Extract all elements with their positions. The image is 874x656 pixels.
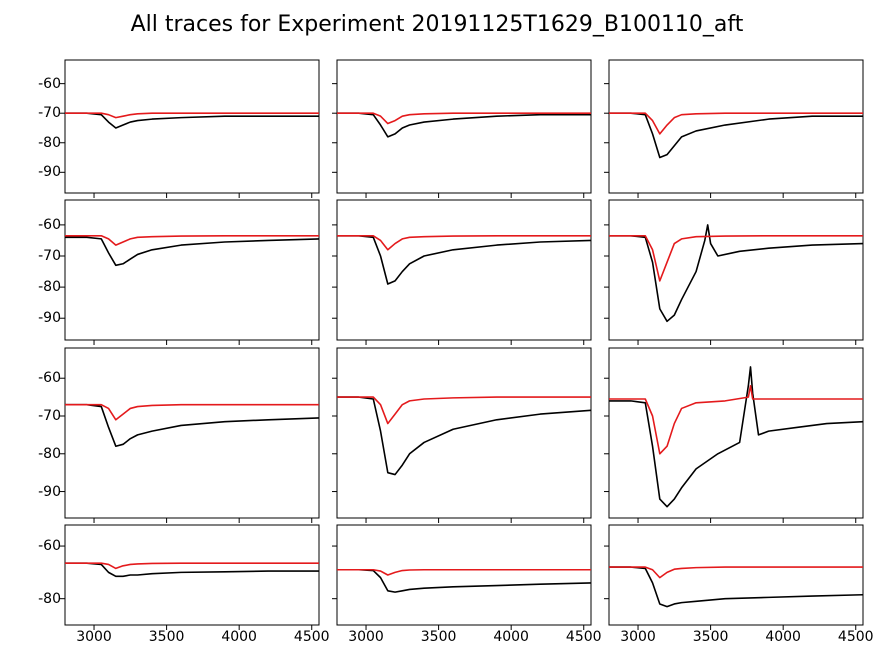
ytick-label: -90 (38, 310, 65, 326)
xtick-label: 4500 (566, 625, 602, 645)
xtick-label: 3500 (421, 625, 457, 645)
ytick-label: -80 (38, 591, 65, 607)
panel-svg (65, 348, 319, 518)
panel-svg (609, 525, 863, 625)
panel-svg (65, 60, 319, 193)
panel-svg (609, 348, 863, 518)
ytick-label: -90 (38, 164, 65, 180)
trace-black (609, 113, 863, 157)
ytick-label: -80 (38, 135, 65, 151)
ytick-label: -80 (38, 279, 65, 295)
ytick-label: -90 (38, 484, 65, 500)
panel-r1-c0: -60-70-80-90 (65, 200, 319, 340)
trace-black (65, 113, 319, 128)
xtick-label: 4000 (765, 625, 801, 645)
xtick-label: 3000 (348, 625, 384, 645)
panel-svg (65, 525, 319, 625)
figure: All traces for Experiment 20191125T1629_… (0, 0, 874, 656)
panel-r1-c2 (609, 200, 863, 340)
panel-svg (337, 60, 591, 193)
figure-title: All traces for Experiment 20191125T1629_… (0, 12, 874, 37)
xtick-label: 4500 (838, 625, 874, 645)
xtick-label: 3000 (76, 625, 112, 645)
panel-svg (337, 525, 591, 625)
panel-svg (609, 200, 863, 340)
trace-black (609, 367, 863, 507)
ytick-label: -80 (38, 446, 65, 462)
trace-black (65, 405, 319, 447)
xtick-label: 3500 (149, 625, 185, 645)
xtick-label: 4000 (221, 625, 257, 645)
panel-r3-c0: -60-803000350040004500 (65, 525, 319, 625)
trace-black (65, 237, 319, 265)
panel-svg (65, 200, 319, 340)
panel-r3-c2: 3000350040004500 (609, 525, 863, 625)
panel-r3-c1: 3000350040004500 (337, 525, 591, 625)
ytick-label: -70 (38, 408, 65, 424)
trace-black (337, 236, 591, 284)
xtick-label: 4500 (294, 625, 330, 645)
panel-r1-c1 (337, 200, 591, 340)
panel-r2-c0: -60-70-80-90 (65, 348, 319, 518)
trace-black (337, 113, 591, 137)
panel-svg (337, 348, 591, 518)
trace-black (337, 397, 591, 474)
ytick-label: -70 (38, 105, 65, 121)
xtick-label: 3500 (693, 625, 729, 645)
panel-r0-c0: -60-70-80-90 (65, 60, 319, 193)
xtick-label: 3000 (620, 625, 656, 645)
ytick-label: -60 (38, 370, 65, 386)
panel-r2-c1 (337, 348, 591, 518)
trace-black (609, 567, 863, 606)
panel-r0-c2 (609, 60, 863, 193)
trace-black (65, 563, 319, 576)
panel-r2-c2 (609, 348, 863, 518)
trace-black (337, 570, 591, 592)
xtick-label: 4000 (493, 625, 529, 645)
panel-r0-c1 (337, 60, 591, 193)
ytick-label: -60 (38, 538, 65, 554)
ytick-label: -60 (38, 217, 65, 233)
panel-svg (337, 200, 591, 340)
panel-svg (609, 60, 863, 193)
ytick-label: -60 (38, 76, 65, 92)
ytick-label: -70 (38, 248, 65, 264)
